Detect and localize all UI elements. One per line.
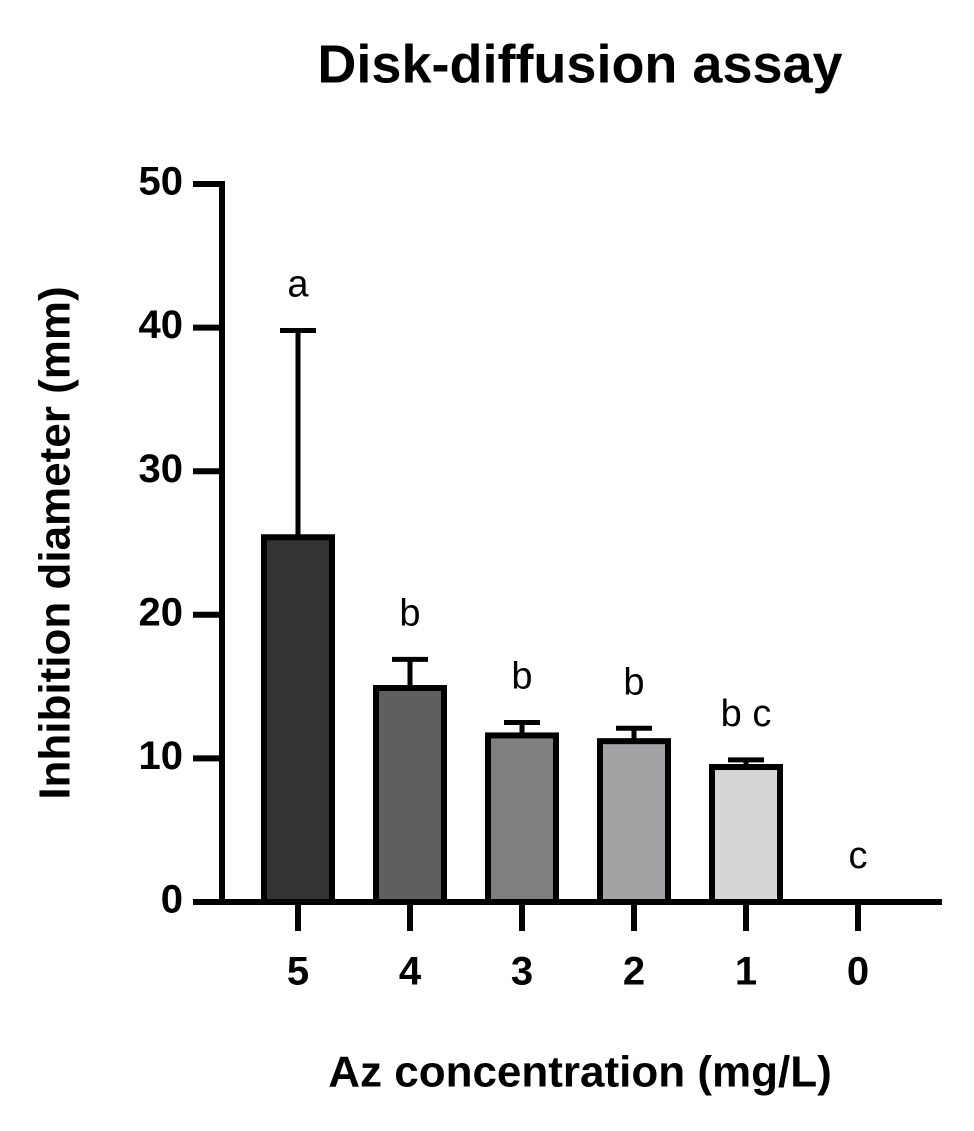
x-tick-label: 2 xyxy=(623,950,645,994)
x-tick-label: 5 xyxy=(287,950,309,994)
significance-letter: b c xyxy=(721,693,772,735)
significance-letter: b xyxy=(399,592,420,634)
y-tick-label: 40 xyxy=(139,303,184,347)
x-tick-label: 4 xyxy=(399,950,422,994)
bar xyxy=(709,764,783,905)
bar xyxy=(485,732,559,906)
y-tick-label: 10 xyxy=(139,734,184,778)
y-tick-label: 50 xyxy=(139,160,184,204)
x-tick-label: 3 xyxy=(511,950,533,994)
significance-letter: a xyxy=(287,264,309,306)
y-axis-label: Inhibition diameter (mm) xyxy=(31,286,80,799)
significance-letter: c xyxy=(849,835,868,877)
significance-letter: b xyxy=(623,661,644,703)
bar xyxy=(373,685,447,906)
x-tick-label: 1 xyxy=(735,950,757,994)
bar xyxy=(597,738,671,906)
x-tick-label: 0 xyxy=(847,950,869,994)
significance-letter: b xyxy=(511,656,532,698)
chart-title: Disk-diffusion assay xyxy=(317,34,842,94)
bar xyxy=(261,534,335,905)
y-tick-label: 0 xyxy=(161,878,183,922)
y-tick-label: 20 xyxy=(139,590,184,634)
x-axis-label: Az concentration (mg/L) xyxy=(328,1048,832,1097)
y-tick-label: 30 xyxy=(139,447,184,491)
